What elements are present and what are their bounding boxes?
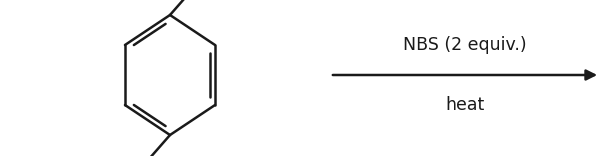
Text: heat: heat [445,96,484,114]
Text: NBS (2 equiv.): NBS (2 equiv.) [403,36,527,54]
